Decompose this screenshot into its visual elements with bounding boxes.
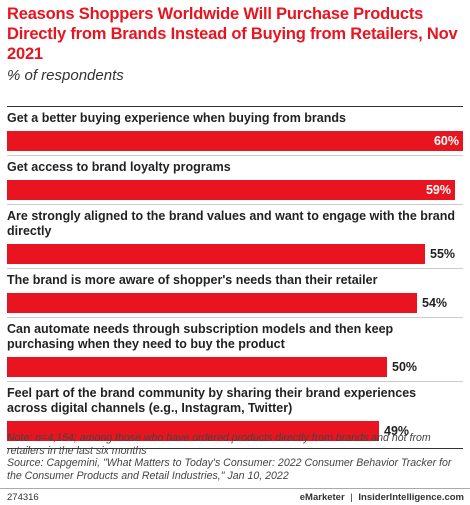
- chart-subtitle: % of respondents: [7, 67, 124, 84]
- footer-brand: eMarketer | InsiderIntelligence.com: [300, 492, 464, 503]
- chart-notes: Note: n=4,154; among those who have orde…: [7, 432, 463, 482]
- bar: [7, 293, 417, 313]
- category-label: The brand is more aware of shopper's nee…: [7, 273, 378, 287]
- category-label: Get access to brand loyalty programs: [7, 160, 231, 174]
- note-text: Note: n=4,154; among those who have orde…: [7, 432, 431, 457]
- bar: [7, 357, 387, 377]
- footer: 274316 eMarketer | InsiderIntelligence.c…: [0, 488, 470, 505]
- row-divider: [7, 381, 463, 382]
- data-label: 55%: [430, 247, 456, 261]
- data-label: 60%: [433, 134, 459, 148]
- data-label: 54%: [422, 296, 448, 310]
- category-label: Get a better buying experience when buyi…: [7, 111, 346, 125]
- brand-insider-intelligence: InsiderIntelligence.com: [358, 492, 464, 503]
- category-label: Can automate needs through subscription …: [7, 322, 394, 351]
- row-divider: [7, 317, 463, 318]
- data-label: 49%: [384, 424, 410, 438]
- chart-id: 274316: [7, 492, 39, 503]
- brand-emarketer: eMarketer: [299, 492, 345, 503]
- data-label: 50%: [392, 360, 418, 374]
- bar: [7, 421, 379, 441]
- chart-top-rule: [7, 106, 463, 107]
- data-label: 59%: [425, 183, 451, 197]
- row-divider: [7, 268, 463, 269]
- bar: [7, 131, 463, 151]
- brand-separator: |: [350, 492, 353, 503]
- bar: [7, 180, 455, 200]
- category-label: Are strongly aligned to the brand values…: [7, 209, 455, 238]
- bar-chart: Get a better buying experience when buyi…: [0, 106, 470, 449]
- bar: [7, 244, 425, 264]
- row-divider: [7, 155, 463, 156]
- row-divider: [7, 204, 463, 205]
- chart-title: Reasons Shoppers Worldwide Will Purchase…: [7, 5, 458, 63]
- source-text: Source: Capgemini, "What Matters to Toda…: [7, 457, 452, 482]
- category-label: Feel part of the brand community by shar…: [7, 386, 417, 415]
- chart-bottom-rule: [7, 448, 463, 449]
